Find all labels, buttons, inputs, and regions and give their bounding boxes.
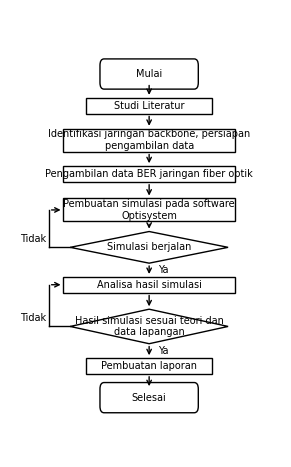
Text: Ya: Ya xyxy=(158,346,169,356)
Text: Pembuatan laporan: Pembuatan laporan xyxy=(101,361,197,371)
Bar xyxy=(63,129,235,152)
Bar xyxy=(63,198,235,221)
Text: Ya: Ya xyxy=(158,265,169,275)
Text: Tidak: Tidak xyxy=(20,313,47,323)
Bar xyxy=(86,358,212,374)
Text: Identifikasi jaringan backbone, persiapan
pengambilan data: Identifikasi jaringan backbone, persiapa… xyxy=(48,129,250,151)
Text: Mulai: Mulai xyxy=(136,69,162,79)
Text: Pengambilan data BER jaringan fiber optik: Pengambilan data BER jaringan fiber opti… xyxy=(45,169,253,179)
Bar xyxy=(63,277,235,293)
FancyBboxPatch shape xyxy=(100,59,198,89)
Text: Simulasi berjalan: Simulasi berjalan xyxy=(107,242,191,252)
Bar xyxy=(63,166,235,182)
Text: Pembuatan simulasi pada software
Optisystem: Pembuatan simulasi pada software Optisys… xyxy=(63,199,235,221)
Text: Selesai: Selesai xyxy=(132,393,166,403)
Polygon shape xyxy=(70,309,228,344)
Text: Hasil simulasi sesuai teori dan
data lapangan: Hasil simulasi sesuai teori dan data lap… xyxy=(75,316,223,337)
Bar xyxy=(86,98,212,113)
Text: Analisa hasil simulasi: Analisa hasil simulasi xyxy=(97,280,202,290)
Text: Tidak: Tidak xyxy=(20,234,47,244)
FancyBboxPatch shape xyxy=(100,382,198,413)
Polygon shape xyxy=(70,232,228,263)
Text: Studi Literatur: Studi Literatur xyxy=(114,101,184,111)
